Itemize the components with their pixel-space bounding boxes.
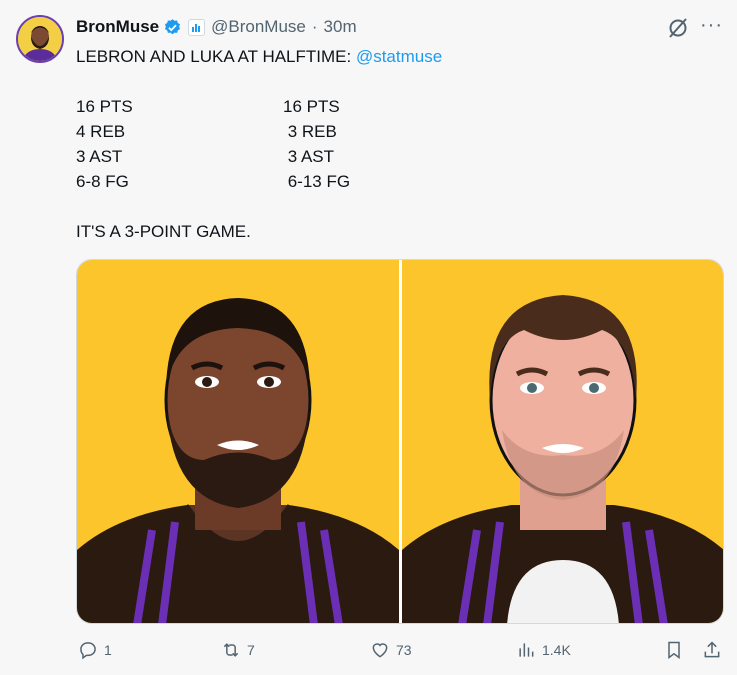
lebron-illustration[interactable] (77, 260, 399, 623)
tweet-media[interactable] (76, 259, 724, 624)
stat-right-1: 3 REB (283, 122, 337, 141)
grok-icon[interactable] (666, 16, 690, 40)
share-icon (704, 641, 720, 658)
avatar[interactable] (16, 15, 64, 63)
stat-left-3: 6-8 FG (76, 172, 129, 191)
share-button[interactable] (702, 640, 722, 660)
heart-icon (372, 643, 388, 658)
stat-left-0: 16 PTS (76, 97, 133, 116)
stat-right-2: 3 AST (283, 147, 335, 166)
repost-icon (223, 643, 239, 657)
like-count: 73 (396, 642, 412, 658)
handle[interactable]: @BronMuse (211, 17, 306, 36)
reply-button[interactable]: 1 (78, 640, 112, 660)
mention-link[interactable]: @statmuse (355, 47, 443, 66)
stat-right-0: 16 PTS (283, 97, 340, 116)
closing-text: IT'S A 3-POINT GAME. (76, 222, 251, 241)
more-options-icon[interactable]: ··· (700, 14, 723, 36)
separator: · (311, 17, 318, 36)
views-count: 1.4K (542, 642, 571, 658)
stat-right-3: 6-13 FG (283, 172, 351, 191)
tweet-header: BronMuse @BronMuse · 30m (76, 16, 357, 38)
stat-left-1: 4 REB (76, 122, 126, 141)
tweet-text-line1: LEBRON AND LUKA AT HALFTIME: @statmuse (76, 47, 442, 67)
repost-button[interactable]: 7 (221, 640, 255, 660)
timestamp[interactable]: 30m (323, 17, 357, 36)
display-name[interactable]: BronMuse (76, 17, 160, 36)
affiliate-badge-icon[interactable] (188, 18, 206, 36)
bookmark-icon (668, 641, 680, 659)
views-button[interactable]: 1.4K (516, 640, 571, 660)
reply-icon (80, 642, 96, 660)
tweet-actions: 1 7 73 1.4K (76, 640, 724, 664)
reply-count: 1 (104, 642, 112, 658)
bookmark-button[interactable] (664, 640, 684, 660)
luka-illustration[interactable] (402, 260, 723, 623)
repost-count: 7 (247, 642, 255, 658)
views-icon (519, 643, 534, 657)
like-button[interactable]: 73 (370, 640, 412, 660)
verified-badge-icon (165, 18, 181, 34)
tweet-text: LEBRON AND LUKA AT HALFTIME: (76, 47, 356, 66)
stat-left-2: 3 AST (76, 147, 123, 166)
